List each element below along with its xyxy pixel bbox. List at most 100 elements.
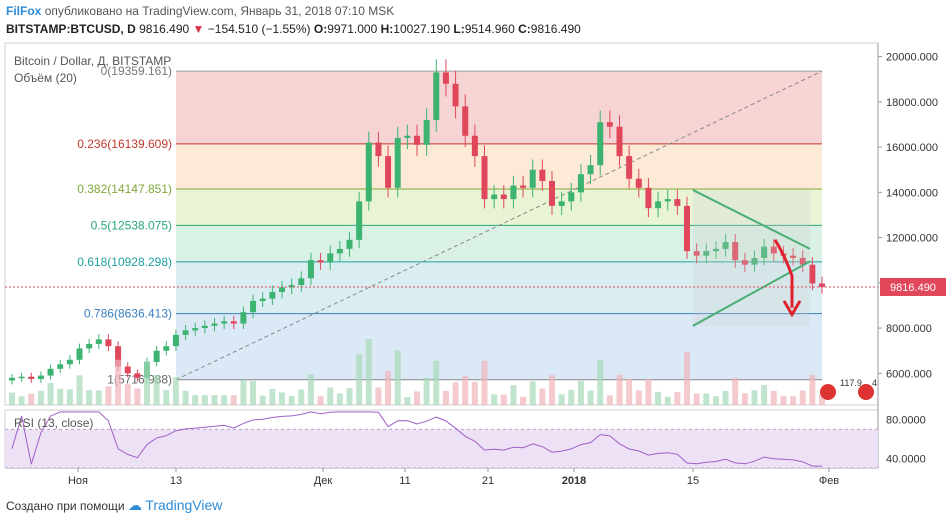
volume-bar [626, 378, 633, 405]
volume-bar [269, 388, 276, 405]
candle-body [741, 260, 748, 265]
fib-zone [176, 71, 822, 144]
candle-body [587, 165, 594, 175]
volume-bar [635, 390, 642, 405]
candle-body [86, 343, 93, 349]
volume-bar [86, 390, 93, 405]
volume-bar [163, 390, 170, 405]
volume-bar [153, 374, 160, 405]
volume-bar [404, 397, 411, 405]
volume-bar [230, 395, 237, 405]
candle-body [172, 334, 179, 347]
candle-body [298, 278, 305, 286]
fib-trend-line [175, 70, 823, 381]
volume-bar [47, 383, 54, 405]
rsi-tick-label: 80.0000 [886, 415, 926, 427]
candle-body [606, 122, 613, 127]
candle-body [307, 260, 314, 279]
flag-badge-count: 117.9 [840, 378, 862, 388]
volume-bar [76, 375, 83, 405]
candle-body [520, 185, 527, 188]
rsi-tick-label: 40.0000 [886, 453, 926, 465]
candle-body [770, 246, 777, 254]
price-tick-label: 16000.000 [886, 142, 938, 154]
candle-body [500, 194, 507, 200]
volume-bar [201, 395, 208, 405]
volume-bar [95, 390, 102, 405]
candle-body [66, 359, 73, 365]
candle-body [799, 257, 806, 265]
candle-body [414, 135, 420, 145]
volume-bar [37, 390, 44, 405]
volume-bar [684, 352, 690, 405]
candle-body [819, 283, 825, 287]
candle-body [356, 201, 363, 240]
candle-body [626, 156, 633, 179]
volume-bar [9, 392, 15, 405]
volume-bar [240, 379, 247, 405]
author-link[interactable]: FilFox [6, 4, 42, 18]
candle-body [684, 205, 690, 252]
volume-bar [597, 359, 604, 405]
candle-body [279, 287, 285, 292]
volume-bar [616, 374, 623, 405]
candle-body [134, 373, 141, 378]
candle-body [732, 242, 739, 261]
candle-body [115, 346, 122, 367]
change-value: −154.510 (−1.55%) [207, 22, 311, 36]
candle-body [375, 142, 382, 157]
volume-bar [751, 390, 758, 405]
candle-body [433, 72, 440, 120]
candle-body [365, 142, 372, 202]
candle-body [201, 325, 208, 329]
last-price-label: 9816.490 [890, 282, 936, 294]
volume-bar [529, 381, 536, 405]
candle-body [510, 185, 517, 200]
volume-bar [394, 350, 401, 405]
candle-body [269, 291, 276, 299]
candle-body [471, 135, 478, 157]
time-tick-label: 2018 [562, 475, 586, 487]
candle-body [693, 251, 700, 256]
volume-bar [452, 382, 459, 405]
fib-level-label: 0(19359.161) [101, 64, 172, 78]
price-tick-label: 8000.000 [886, 323, 932, 335]
candle-body [404, 135, 411, 139]
candle-body [230, 321, 237, 324]
candle-body [712, 248, 719, 252]
volume-bar [18, 396, 25, 405]
fib-zone [176, 188, 822, 226]
high-value: 10027.190 [393, 22, 451, 36]
volume-bar [221, 395, 228, 405]
volume-bar [124, 384, 131, 405]
volume-bar [433, 360, 440, 405]
price-tick-label: 14000.000 [886, 187, 938, 199]
tradingview-link[interactable]: TradingView [145, 497, 223, 513]
volume-bar [741, 393, 748, 405]
volume-bar [356, 354, 363, 405]
candle-body [722, 242, 729, 249]
candle-body [539, 169, 546, 182]
flag-badge-icon [858, 384, 874, 400]
candle-body [182, 330, 189, 335]
volume-bar [172, 377, 179, 405]
low-value: 9514.960 [464, 22, 515, 36]
open-label: O: [313, 22, 328, 36]
price-tick-label: 18000.000 [886, 97, 938, 109]
candle-body [751, 257, 758, 265]
price-tick-label: 20000.000 [886, 52, 938, 64]
fib-zone [176, 225, 822, 262]
volume-bar [462, 376, 469, 405]
candle-body [336, 248, 343, 254]
volume-bar [28, 393, 35, 405]
candle-body [288, 285, 295, 288]
tradingview-logo-icon: ☁ [127, 497, 142, 513]
fib-zone [176, 313, 822, 380]
published-line: FilFox опубликовано на TradingView.com, … [6, 4, 394, 18]
volume-bar [790, 396, 797, 405]
volume-bar [365, 339, 372, 405]
volume-bar [520, 396, 527, 405]
volume-bar [259, 395, 266, 405]
created-with-text: Создано при помощи [6, 499, 125, 513]
